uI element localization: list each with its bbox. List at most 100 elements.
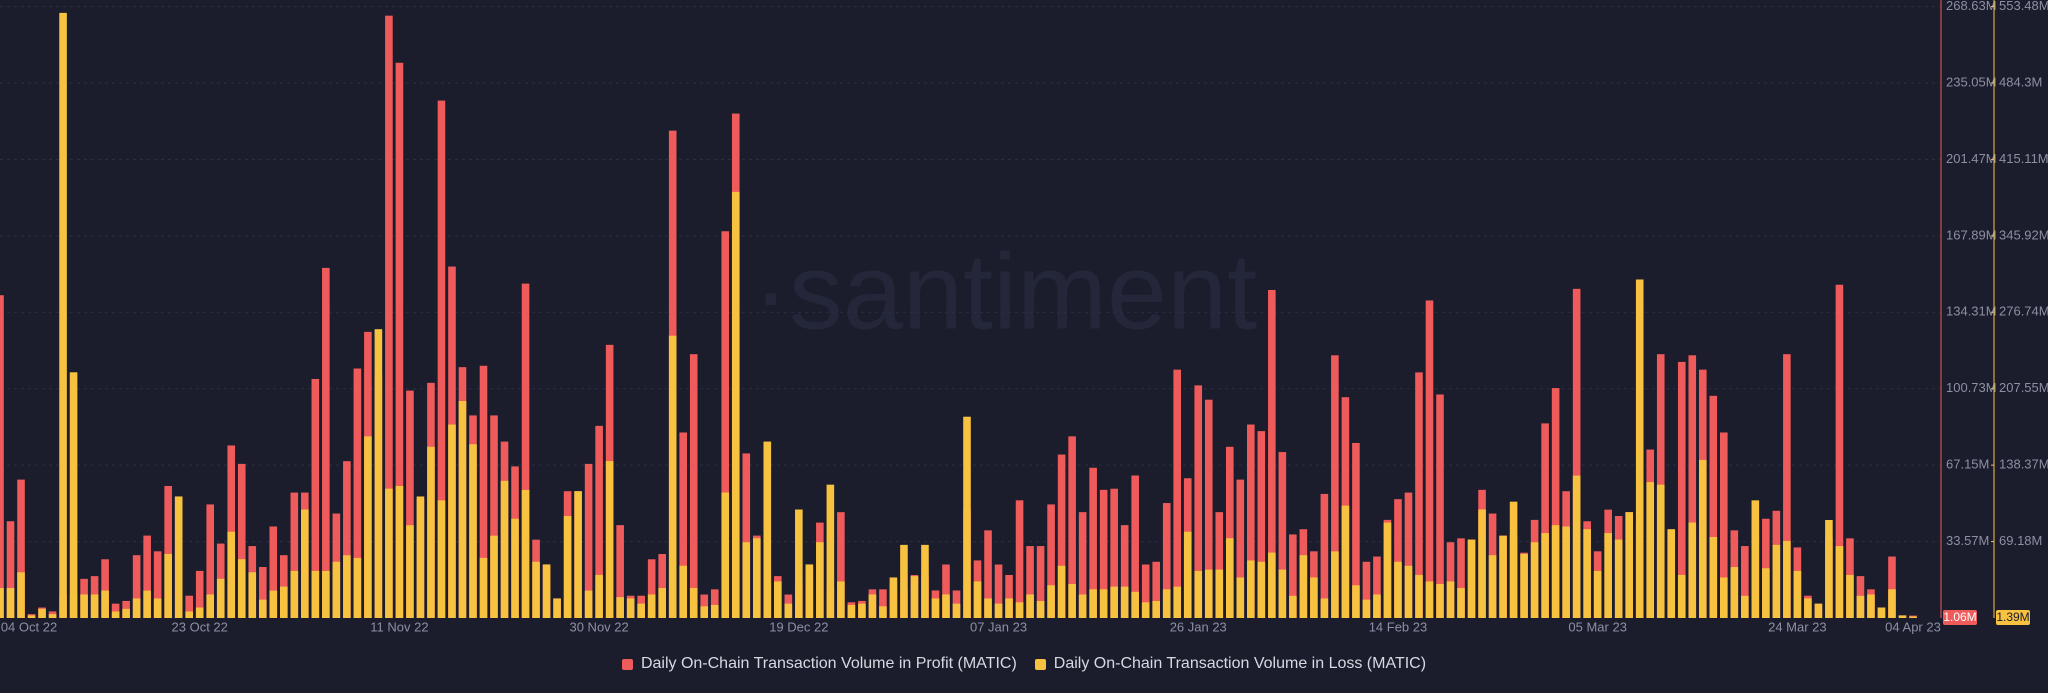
bar (553, 598, 561, 618)
bar (458, 401, 467, 618)
bar (1394, 561, 1402, 618)
x-tick-label: 26 Jan 23 (1170, 619, 1227, 634)
bar (206, 504, 215, 618)
bar (1089, 589, 1097, 618)
bar (1730, 567, 1739, 618)
bar (1015, 500, 1024, 618)
bar (731, 191, 740, 618)
bar (1541, 533, 1549, 618)
bar (1194, 570, 1203, 618)
bar (710, 589, 719, 618)
bar (563, 516, 572, 618)
x-tick-label: 05 Mar 23 (1568, 619, 1627, 634)
bar (1720, 432, 1728, 618)
bar (206, 594, 215, 618)
bar (1762, 568, 1770, 618)
bar (1015, 602, 1024, 618)
bar (1005, 574, 1013, 618)
bar (1068, 583, 1076, 618)
bar (1457, 587, 1465, 618)
bar (1720, 577, 1728, 618)
y2-tick-label: 484.3M (1999, 74, 2042, 89)
bar (17, 572, 25, 618)
bar (805, 564, 814, 618)
bar (542, 564, 551, 618)
bar (0, 587, 4, 618)
bar (122, 608, 130, 618)
x-tick-label: 24 Mar 23 (1768, 619, 1827, 634)
bar (1457, 538, 1465, 618)
bar (1131, 475, 1139, 618)
bar (658, 554, 666, 618)
bar (679, 565, 688, 618)
legend-item[interactable]: Daily On-Chain Transaction Volume in Los… (1034, 655, 1426, 673)
bar (931, 598, 940, 618)
bar (132, 598, 141, 618)
bar (1204, 569, 1213, 618)
bar (742, 542, 751, 618)
bar (1341, 505, 1350, 618)
bar (710, 604, 719, 618)
bar (910, 576, 919, 618)
bar (963, 416, 971, 618)
bar (1520, 553, 1528, 618)
bar (1467, 539, 1476, 618)
bar (1089, 467, 1097, 618)
bar (1446, 581, 1455, 618)
bar (1804, 598, 1812, 618)
bar (353, 368, 362, 618)
bar (984, 530, 992, 618)
bar (1751, 500, 1760, 618)
bar (269, 526, 278, 618)
bar (269, 590, 278, 618)
bar (584, 590, 593, 618)
bar (311, 570, 320, 618)
bar (1677, 361, 1686, 618)
bar (27, 615, 36, 618)
bar (185, 595, 193, 618)
bar (1688, 522, 1697, 618)
bar (1825, 520, 1833, 618)
bar (1551, 525, 1560, 618)
y-tick-label: 134.31M (1946, 304, 1997, 319)
bar (1446, 542, 1455, 618)
bar (1005, 598, 1013, 618)
legend-swatch (621, 658, 633, 670)
bar (1173, 369, 1182, 618)
bar (101, 559, 109, 618)
bar (1551, 388, 1560, 618)
legend-label: Daily On-Chain Transaction Volume in Pro… (640, 655, 1017, 672)
bar (1299, 555, 1308, 618)
bar (1215, 512, 1224, 618)
bar (195, 607, 204, 618)
bar (48, 614, 57, 618)
bar (143, 590, 151, 618)
y-tick-label: 100.73M (1946, 380, 1997, 395)
bar (1846, 574, 1854, 618)
x-tick-label: 30 Nov 22 (569, 619, 628, 634)
bar (17, 479, 25, 618)
bar (111, 603, 120, 618)
y2-tick-label: 138.37M (1999, 457, 2048, 472)
bar (574, 491, 582, 618)
bar (500, 480, 509, 618)
bar (774, 581, 782, 618)
bar (1036, 600, 1045, 618)
bar (1814, 603, 1823, 618)
bar (1709, 537, 1718, 618)
bar (1278, 452, 1287, 618)
legend-item[interactable]: Daily On-Chain Transaction Volume in Pro… (621, 655, 1017, 673)
y2-tick-label: 553.48M (1999, 0, 2048, 13)
bar (1772, 544, 1781, 618)
bar (1478, 509, 1486, 618)
bar (595, 574, 603, 618)
bar (332, 561, 341, 618)
bar (490, 535, 498, 618)
bar (364, 436, 372, 618)
bar (521, 283, 530, 618)
bar (301, 509, 309, 618)
x-tick-label: 19 Dec 22 (769, 619, 828, 634)
bar (616, 525, 624, 618)
bar (1078, 594, 1087, 618)
bar (511, 518, 519, 618)
